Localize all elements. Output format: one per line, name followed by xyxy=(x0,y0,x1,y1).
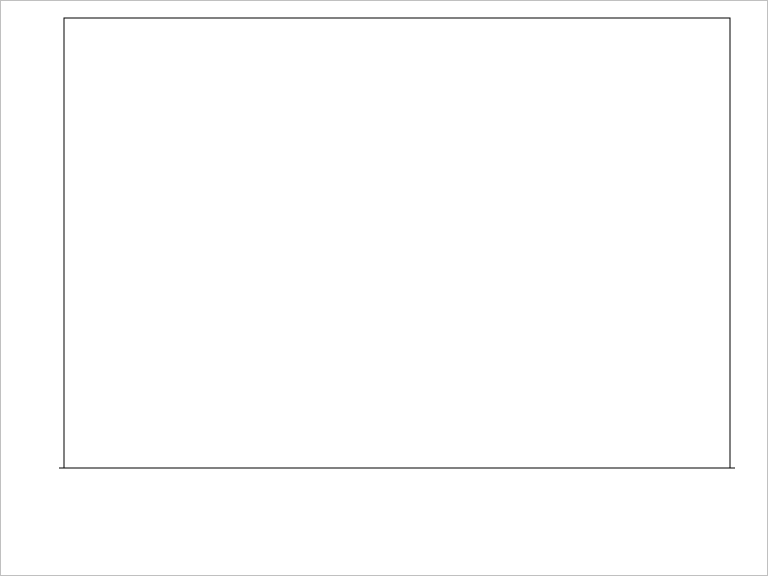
control-chart xyxy=(0,0,768,576)
plot-area xyxy=(64,18,730,468)
